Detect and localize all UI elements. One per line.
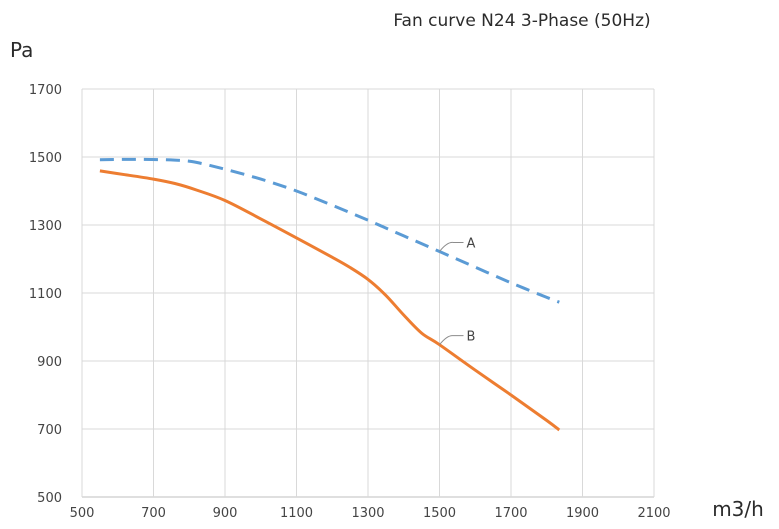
tick-labels: 500 700 900 1100 1300 1500 1700 500 700 900 1100 13… xyxy=(29,83,671,521)
x-axis-label: m3/h xyxy=(712,497,764,521)
annotation-label-a: A xyxy=(467,237,476,252)
x-tick-label: 2100 xyxy=(637,506,670,521)
annotation-leader-a xyxy=(439,241,464,252)
series-lines xyxy=(99,157,561,432)
x-tick-label: 700 xyxy=(141,506,166,521)
annotation-label-b: B xyxy=(467,330,476,345)
x-tick-label: 1100 xyxy=(280,506,313,521)
grid xyxy=(81,88,655,498)
series-line-a xyxy=(99,157,560,304)
x-tick-label: 500 xyxy=(70,506,95,521)
series-line-b xyxy=(99,169,561,432)
x-tick-label: 1900 xyxy=(566,506,599,521)
chart-title: Fan curve N24 3-Phase (50Hz) xyxy=(393,11,650,31)
y-tick-label: 1700 xyxy=(29,83,62,98)
x-tick-label: 1300 xyxy=(351,506,384,521)
x-tick-label: 1700 xyxy=(494,506,527,521)
y-axis-label: Pa xyxy=(10,38,33,62)
y-tick-label: 500 xyxy=(37,491,62,506)
annotation-leader-b xyxy=(439,335,464,345)
y-tick-label: 1100 xyxy=(29,287,62,302)
x-tick-label: 900 xyxy=(213,506,238,521)
y-tick-label: 1300 xyxy=(29,219,62,234)
annotations: AB xyxy=(439,237,476,345)
y-tick-label: 1500 xyxy=(29,151,62,166)
x-tick-label: 1500 xyxy=(423,506,456,521)
y-tick-label: 700 xyxy=(37,423,62,438)
y-tick-label: 900 xyxy=(37,355,62,370)
